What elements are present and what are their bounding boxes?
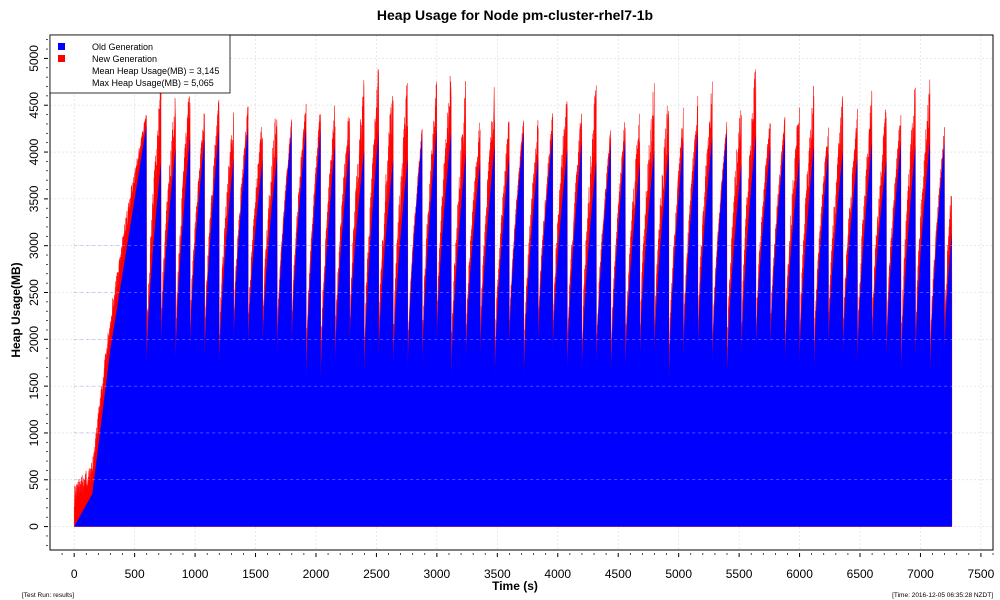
y-tick-label: 3500	[27, 185, 41, 212]
y-axis-title: Heap Usage(MB)	[9, 262, 23, 357]
x-tick-label: 7000	[907, 567, 934, 581]
legend-label-old: Old Generation	[92, 42, 153, 52]
legend-swatch-old	[58, 43, 65, 50]
y-tick-label: 4500	[27, 92, 41, 119]
x-tick-label: 500	[125, 567, 145, 581]
x-tick-label: 6000	[786, 567, 813, 581]
x-tick-label: 3000	[424, 567, 451, 581]
plot-frame	[49, 34, 994, 551]
x-axis-title: Time (s)	[492, 579, 538, 593]
y-tick-label: 5000	[27, 45, 41, 72]
x-tick-label: 7500	[968, 567, 995, 581]
x-tick-label: 1000	[182, 567, 209, 581]
legend-mean-note: Mean Heap Usage(MB) = 3,145	[92, 66, 219, 76]
x-tick-label: 4000	[544, 567, 571, 581]
axes: 0 500 1000 1500 2000 2500 3000 3500 4000 4500 5000…	[27, 39, 995, 581]
chart-title: Heap Usage for Node pm-cluster-rhel7-1b	[377, 7, 653, 23]
x-tick-label: 2000	[303, 567, 330, 581]
legend-max-note: Max Heap Usage(MB) = 5,065	[92, 78, 214, 88]
plot-area	[73, 68, 953, 527]
y-tick-label: 4000	[27, 138, 41, 165]
y-tick-label: 0	[27, 523, 41, 530]
y-tick-label: 3000	[27, 232, 41, 259]
x-tick-label: 5500	[726, 567, 753, 581]
x-tick-label: 1500	[242, 567, 269, 581]
x-tick-label: 2500	[363, 567, 390, 581]
y-tick-label: 1500	[27, 372, 41, 399]
x-tick-label: 6500	[847, 567, 874, 581]
footer-test-run: [Test Run: results]	[22, 592, 74, 599]
legend-swatch-new	[58, 55, 65, 62]
legend-label-new: New Generation	[92, 54, 157, 64]
x-tick-label: 4500	[605, 567, 632, 581]
footer-timestamp: [Time: 2016-12-05 06:35:28 NZDT]	[892, 592, 993, 599]
series-old-generation-area	[74, 125, 952, 527]
x-tick-label: 0	[71, 567, 78, 581]
y-tick-label: 1000	[27, 419, 41, 446]
legend: Old Generation New Generation Mean Heap …	[49, 34, 231, 94]
x-tick-label: 5000	[665, 567, 692, 581]
y-tick-label: 2500	[27, 279, 41, 306]
y-tick-label: 2000	[27, 326, 41, 353]
x-tick-label: 3500	[484, 567, 511, 581]
y-tick-label: 500	[27, 469, 41, 489]
legend-box	[49, 34, 231, 94]
